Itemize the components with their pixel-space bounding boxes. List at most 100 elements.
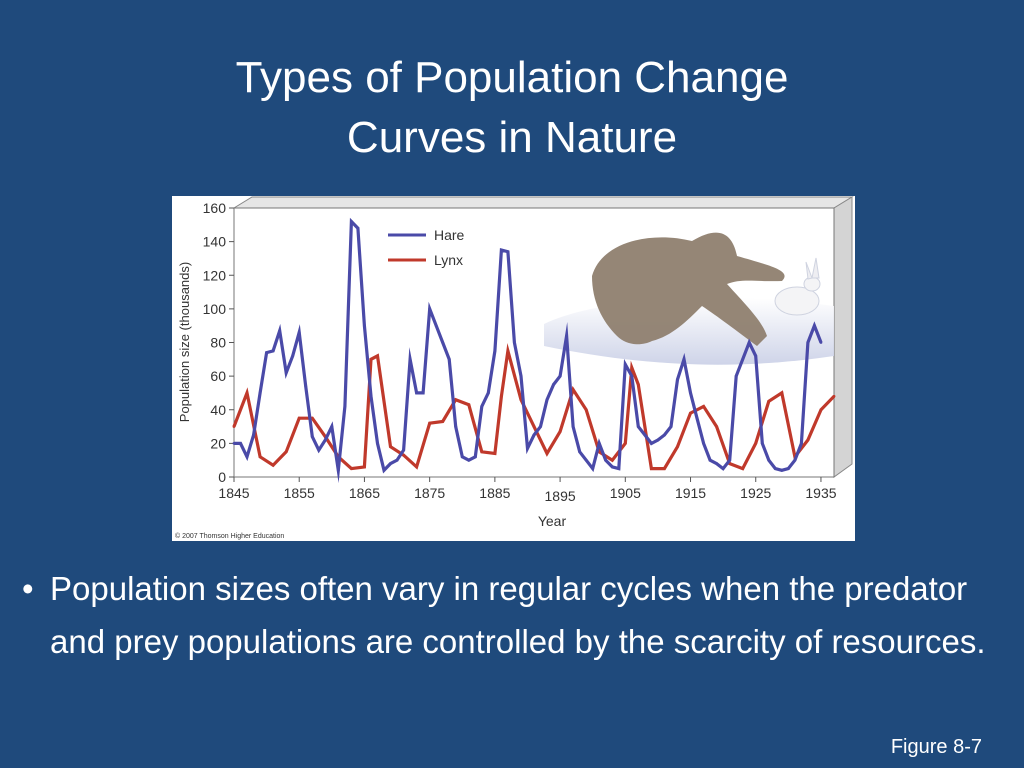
- legend-hare-label: Hare: [434, 227, 465, 243]
- hare-point: [682, 357, 686, 361]
- y-axis-label: Population size (thousands): [177, 262, 192, 422]
- hare-point: [649, 441, 653, 445]
- x-tick-label: 1925: [740, 485, 771, 501]
- lynx-point: [389, 445, 392, 449]
- x-tick-label: 1865: [349, 485, 380, 501]
- hare-point: [630, 374, 634, 378]
- y-tick-label: 160: [203, 200, 227, 216]
- hare-point: [806, 341, 810, 344]
- lynx-point: [571, 388, 575, 391]
- bullet-marker: •: [22, 570, 34, 607]
- slide-title-line-2: Curves in Nature: [346, 113, 678, 162]
- hare-point: [734, 374, 738, 378]
- x-tick-label: 1905: [610, 485, 641, 501]
- frame-right-face: [833, 196, 853, 478]
- hare-ears-shape: [805, 257, 820, 280]
- hare-point: [258, 391, 262, 395]
- hare-point: [304, 384, 308, 388]
- hare-point: [819, 341, 823, 344]
- axes: 0 20 40 60 80 100 120 140 160 1845 1855 1865 1875 188…: [203, 200, 837, 504]
- y-tick-label: 40: [210, 402, 226, 418]
- lynx-point: [363, 465, 366, 469]
- series-hare: [232, 217, 823, 484]
- hare-point: [415, 391, 419, 395]
- hare-point: [408, 357, 412, 361]
- lynx-point: [636, 383, 640, 386]
- lynx-point: [258, 455, 262, 459]
- hare-point: [343, 404, 347, 408]
- lynx-chasing-hare-illustration: [544, 232, 834, 365]
- hare-point: [271, 349, 275, 353]
- hare-point: [480, 404, 484, 408]
- bullet-item: • Population sizes often vary in regular…: [22, 562, 1012, 668]
- y-tick-label: 120: [203, 267, 227, 283]
- lynx-point: [454, 398, 458, 402]
- lynx-point: [649, 467, 653, 470]
- lynx-point: [349, 467, 353, 470]
- hare-point: [786, 467, 790, 470]
- hare-point: [760, 441, 764, 445]
- x-tick-label: 1885: [479, 485, 510, 501]
- lynx-point: [630, 366, 634, 370]
- hare-point: [506, 250, 510, 254]
- hare-point: [539, 425, 542, 428]
- hare-point: [636, 425, 640, 428]
- y-tick-label: 20: [210, 435, 226, 451]
- hare-point: [239, 441, 242, 445]
- bullet-text: Population sizes often vary in regular c…: [50, 570, 986, 660]
- hare-point: [793, 458, 797, 462]
- lynx-point: [689, 411, 692, 415]
- lynx-point: [480, 450, 484, 454]
- y-tick-label: 100: [203, 301, 227, 317]
- hare-point: [284, 371, 288, 375]
- x-tick-label: 1845: [218, 485, 249, 501]
- hare-point: [702, 441, 705, 445]
- x-tick-label: 1895: [545, 488, 576, 504]
- x-axis-label: Year: [538, 513, 567, 529]
- hare-point: [799, 441, 803, 445]
- lynx-point: [271, 463, 275, 467]
- lynx-point: [284, 450, 288, 454]
- lynx-point: [499, 394, 503, 398]
- hare-point: [780, 468, 784, 472]
- hare-point: [467, 458, 471, 462]
- lynx-point: [623, 441, 627, 445]
- hare-point: [265, 351, 269, 354]
- hare-point: [369, 394, 373, 398]
- legend-lynx-label: Lynx: [434, 252, 463, 268]
- hare-point: [356, 226, 360, 230]
- lynx-point: [369, 357, 373, 361]
- hare-head-shape: [803, 276, 821, 292]
- hare-point: [349, 220, 353, 223]
- hare-point: [245, 455, 249, 459]
- population-chart: 0 20 40 60 80 100 120 140 160 1845 1855 1865 1875 188…: [175, 196, 854, 540]
- x-tick-label: 1935: [805, 485, 836, 501]
- hare-point: [493, 349, 497, 353]
- hare-point: [571, 425, 575, 428]
- figure-panel: 0 20 40 60 80 100 120 140 160 1845 1855 1865 1875 188…: [172, 196, 855, 541]
- hare-point: [330, 425, 334, 428]
- lynx-point: [493, 452, 497, 455]
- hare-point: [454, 425, 458, 428]
- hare-point: [813, 324, 816, 328]
- hare-body-shape: [774, 286, 820, 316]
- lynx-point: [297, 416, 301, 420]
- hare-point: [663, 433, 666, 437]
- hare-point: [689, 391, 692, 395]
- lynx-point: [245, 391, 249, 395]
- lynx-point: [702, 404, 705, 408]
- hare-point: [513, 341, 516, 344]
- hare-point: [278, 329, 282, 333]
- x-tick-label: 1915: [675, 485, 706, 501]
- hare-point: [610, 465, 614, 469]
- hare-point: [441, 341, 445, 344]
- hare-point: [604, 458, 608, 462]
- hare-point: [773, 467, 777, 470]
- hare-point: [336, 468, 340, 472]
- hare-point: [421, 391, 425, 395]
- hare-point: [434, 324, 438, 328]
- hare-point: [363, 324, 366, 328]
- hare-point: [389, 462, 392, 465]
- hare-point: [695, 416, 699, 420]
- hare-point: [526, 447, 529, 450]
